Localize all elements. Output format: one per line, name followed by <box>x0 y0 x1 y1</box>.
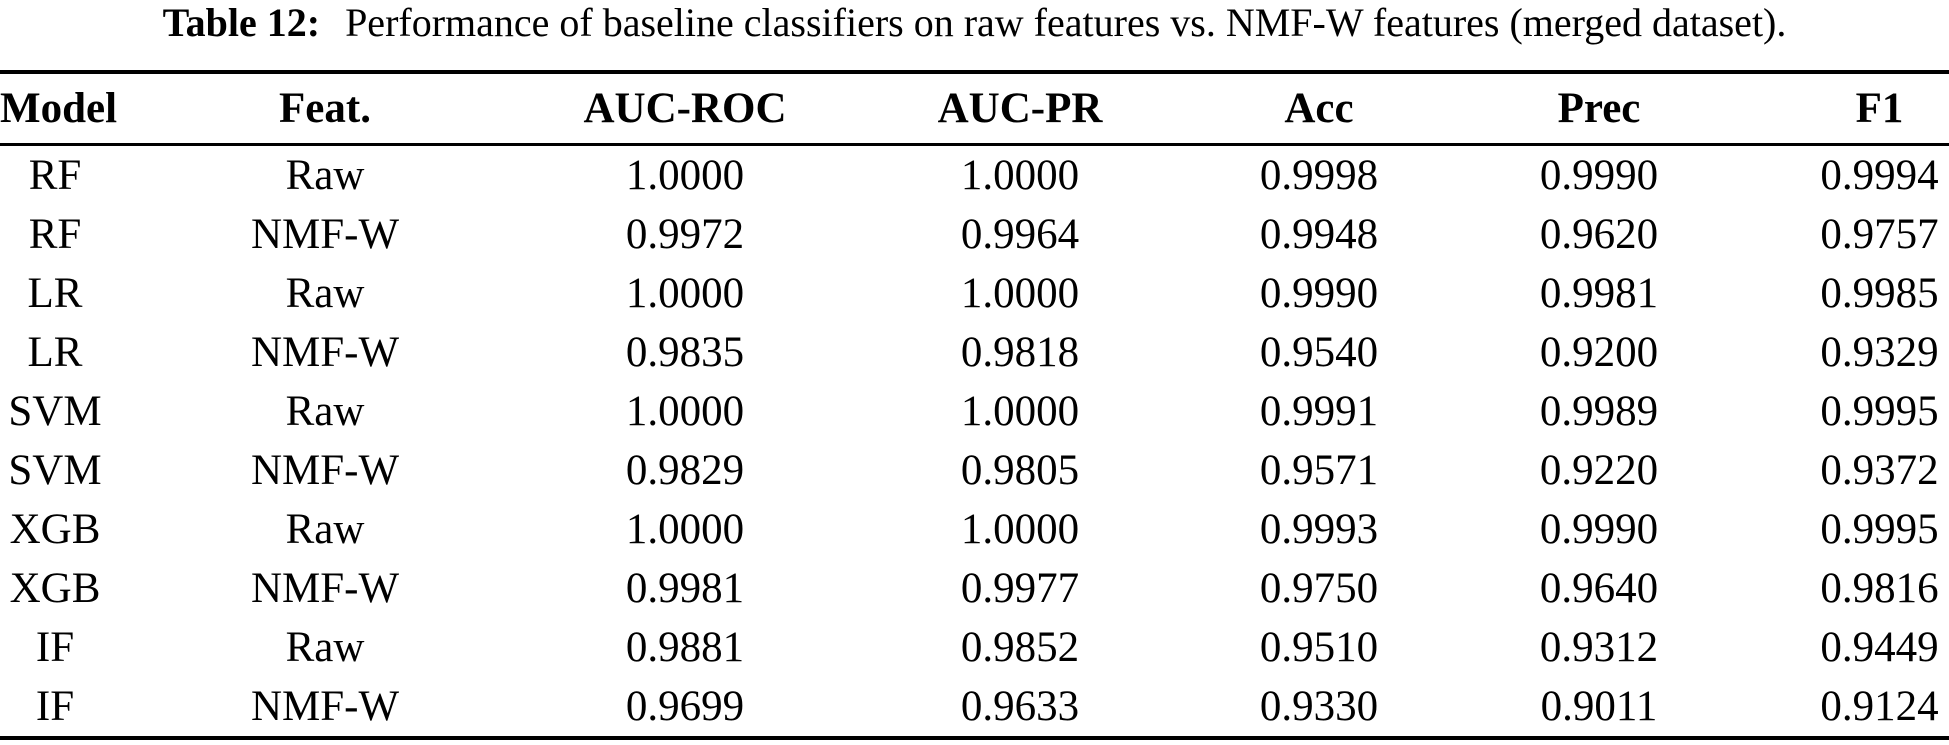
table-cell: 0.9818 <box>960 329 1080 376</box>
table-cell: 0.9312 <box>1539 624 1659 671</box>
table-cell: 0.9972 <box>625 211 745 258</box>
column-header-auc-roc: AUC-ROC <box>510 72 860 146</box>
table-cell: RF <box>28 152 82 199</box>
table-cell: 0.9220 <box>1539 447 1659 494</box>
table-cell: LR <box>27 270 83 317</box>
table-cell: NMF-W <box>250 329 400 376</box>
table-row: SVM Raw 1.0000 1.0000 0.9991 0.9989 0.9995 <box>0 382 1949 441</box>
table-cell: Raw <box>285 270 365 317</box>
table-cell: 0.9620 <box>1539 211 1659 258</box>
results-table-body: RF Raw 1.0000 1.0000 0.9998 0.9990 0.9994 RF NMF… <box>0 145 1949 739</box>
table-cell: NMF-W <box>250 683 400 730</box>
table-cell: 1.0000 <box>625 270 745 317</box>
table-cell: 1.0000 <box>625 152 745 199</box>
table-cell: 0.9995 <box>1820 388 1939 435</box>
table-cell: 0.9852 <box>960 624 1080 671</box>
table-cell: 0.9995 <box>1820 506 1939 553</box>
column-header-f1: F1 <box>1740 72 1949 146</box>
table-cell: 0.9330 <box>1259 683 1379 730</box>
table-cell: 0.9757 <box>1820 211 1939 258</box>
table-cell: 1.0000 <box>960 270 1080 317</box>
results-table: Model Feat. AUC-ROC AUC-PR Acc Prec F1 R… <box>0 70 1949 740</box>
table-cell: 0.9633 <box>960 683 1080 730</box>
table-cell: 0.9699 <box>625 683 745 730</box>
table-cell: 1.0000 <box>960 152 1080 199</box>
table-cell: 0.9124 <box>1820 683 1939 730</box>
table-cell: NMF-W <box>250 447 400 494</box>
table-cell: 1.0000 <box>960 388 1080 435</box>
table-cell: Raw <box>285 152 365 199</box>
table-cell: 0.9510 <box>1259 624 1379 671</box>
table-cell: SVM <box>8 447 102 494</box>
table-cell: 1.0000 <box>960 506 1080 553</box>
table-cell: 0.9990 <box>1539 506 1659 553</box>
table-cell: 0.9981 <box>625 565 745 612</box>
table-cell: NMF-W <box>250 211 400 258</box>
table-row: XGB Raw 1.0000 1.0000 0.9993 0.9990 0.9995 <box>0 500 1949 559</box>
table-cell: 0.9829 <box>625 447 745 494</box>
table-cell: 0.9881 <box>625 624 745 671</box>
table-row: LR Raw 1.0000 1.0000 0.9990 0.9981 0.9985 <box>0 264 1949 323</box>
table-cell: 0.9329 <box>1820 329 1939 376</box>
table-cell: Raw <box>285 624 365 671</box>
table-cell: 0.9964 <box>960 211 1080 258</box>
table-cell: LR <box>27 329 83 376</box>
table-cell: Raw <box>285 506 365 553</box>
header-row: Model Feat. AUC-ROC AUC-PR Acc Prec F1 <box>0 72 1949 146</box>
table-cell: 0.9200 <box>1539 329 1659 376</box>
table-cell: XGB <box>9 565 101 612</box>
table-cell: 0.9571 <box>1259 447 1379 494</box>
table-cell: 0.9816 <box>1820 565 1939 612</box>
table-cell: 0.9805 <box>960 447 1080 494</box>
table-cell: 0.9994 <box>1820 152 1939 199</box>
table-cell: 0.9449 <box>1820 624 1939 671</box>
column-header-feat: Feat. <box>140 72 510 146</box>
table-row: IF NMF-W 0.9699 0.9633 0.9330 0.9011 0.9124 <box>0 677 1949 738</box>
column-header-prec: Prec <box>1458 72 1740 146</box>
table-caption-text: Performance of baseline classifiers on r… <box>345 0 1787 45</box>
table-cell: 0.9948 <box>1259 211 1379 258</box>
table-row: IF Raw 0.9881 0.9852 0.9510 0.9312 0.9449 <box>0 618 1949 677</box>
table-cell: 0.9989 <box>1539 388 1659 435</box>
table-cell: 0.9640 <box>1539 565 1659 612</box>
column-header-model: Model <box>0 72 140 146</box>
table-cell: 0.9998 <box>1259 152 1379 199</box>
table-cell: 1.0000 <box>625 388 745 435</box>
table-caption-label: Table 12: <box>162 0 321 45</box>
table-cell: 0.9372 <box>1820 447 1939 494</box>
table-cell: 0.9977 <box>960 565 1080 612</box>
table-cell: 0.9750 <box>1259 565 1379 612</box>
table-cell: IF <box>35 624 75 671</box>
table-cell: 0.9985 <box>1820 270 1939 317</box>
results-table-header: Model Feat. AUC-ROC AUC-PR Acc Prec F1 <box>0 72 1949 146</box>
table-cell: 0.9011 <box>1540 683 1658 730</box>
table-row: RF Raw 1.0000 1.0000 0.9998 0.9990 0.9994 <box>0 145 1949 206</box>
table-cell: 0.9540 <box>1259 329 1379 376</box>
table-cell: 0.9835 <box>625 329 745 376</box>
column-header-acc: Acc <box>1180 72 1458 146</box>
table-cell: SVM <box>8 388 102 435</box>
table-cell: 0.9990 <box>1539 152 1659 199</box>
table-cell: 0.9993 <box>1259 506 1379 553</box>
table-cell: 0.9991 <box>1259 388 1379 435</box>
table-row: SVM NMF-W 0.9829 0.9805 0.9571 0.9220 0.9372 <box>0 441 1949 500</box>
table-row: XGB NMF-W 0.9981 0.9977 0.9750 0.9640 0.9816 <box>0 559 1949 618</box>
table-cell: XGB <box>9 506 101 553</box>
table-cell: IF <box>35 683 75 730</box>
column-header-auc-pr: AUC-PR <box>860 72 1180 146</box>
table-cell: RF <box>28 211 82 258</box>
table-cell: 0.9981 <box>1539 270 1659 317</box>
table-row: RF NMF-W 0.9972 0.9964 0.9948 0.9620 0.9757 <box>0 205 1949 264</box>
table-caption: Table 12: Performance of baseline classif… <box>0 0 1949 70</box>
table-cell: 0.9990 <box>1259 270 1379 317</box>
table-cell: 1.0000 <box>625 506 745 553</box>
table-cell: NMF-W <box>250 565 400 612</box>
table-cell: Raw <box>285 388 365 435</box>
table-row: LR NMF-W 0.9835 0.9818 0.9540 0.9200 0.9329 <box>0 323 1949 382</box>
